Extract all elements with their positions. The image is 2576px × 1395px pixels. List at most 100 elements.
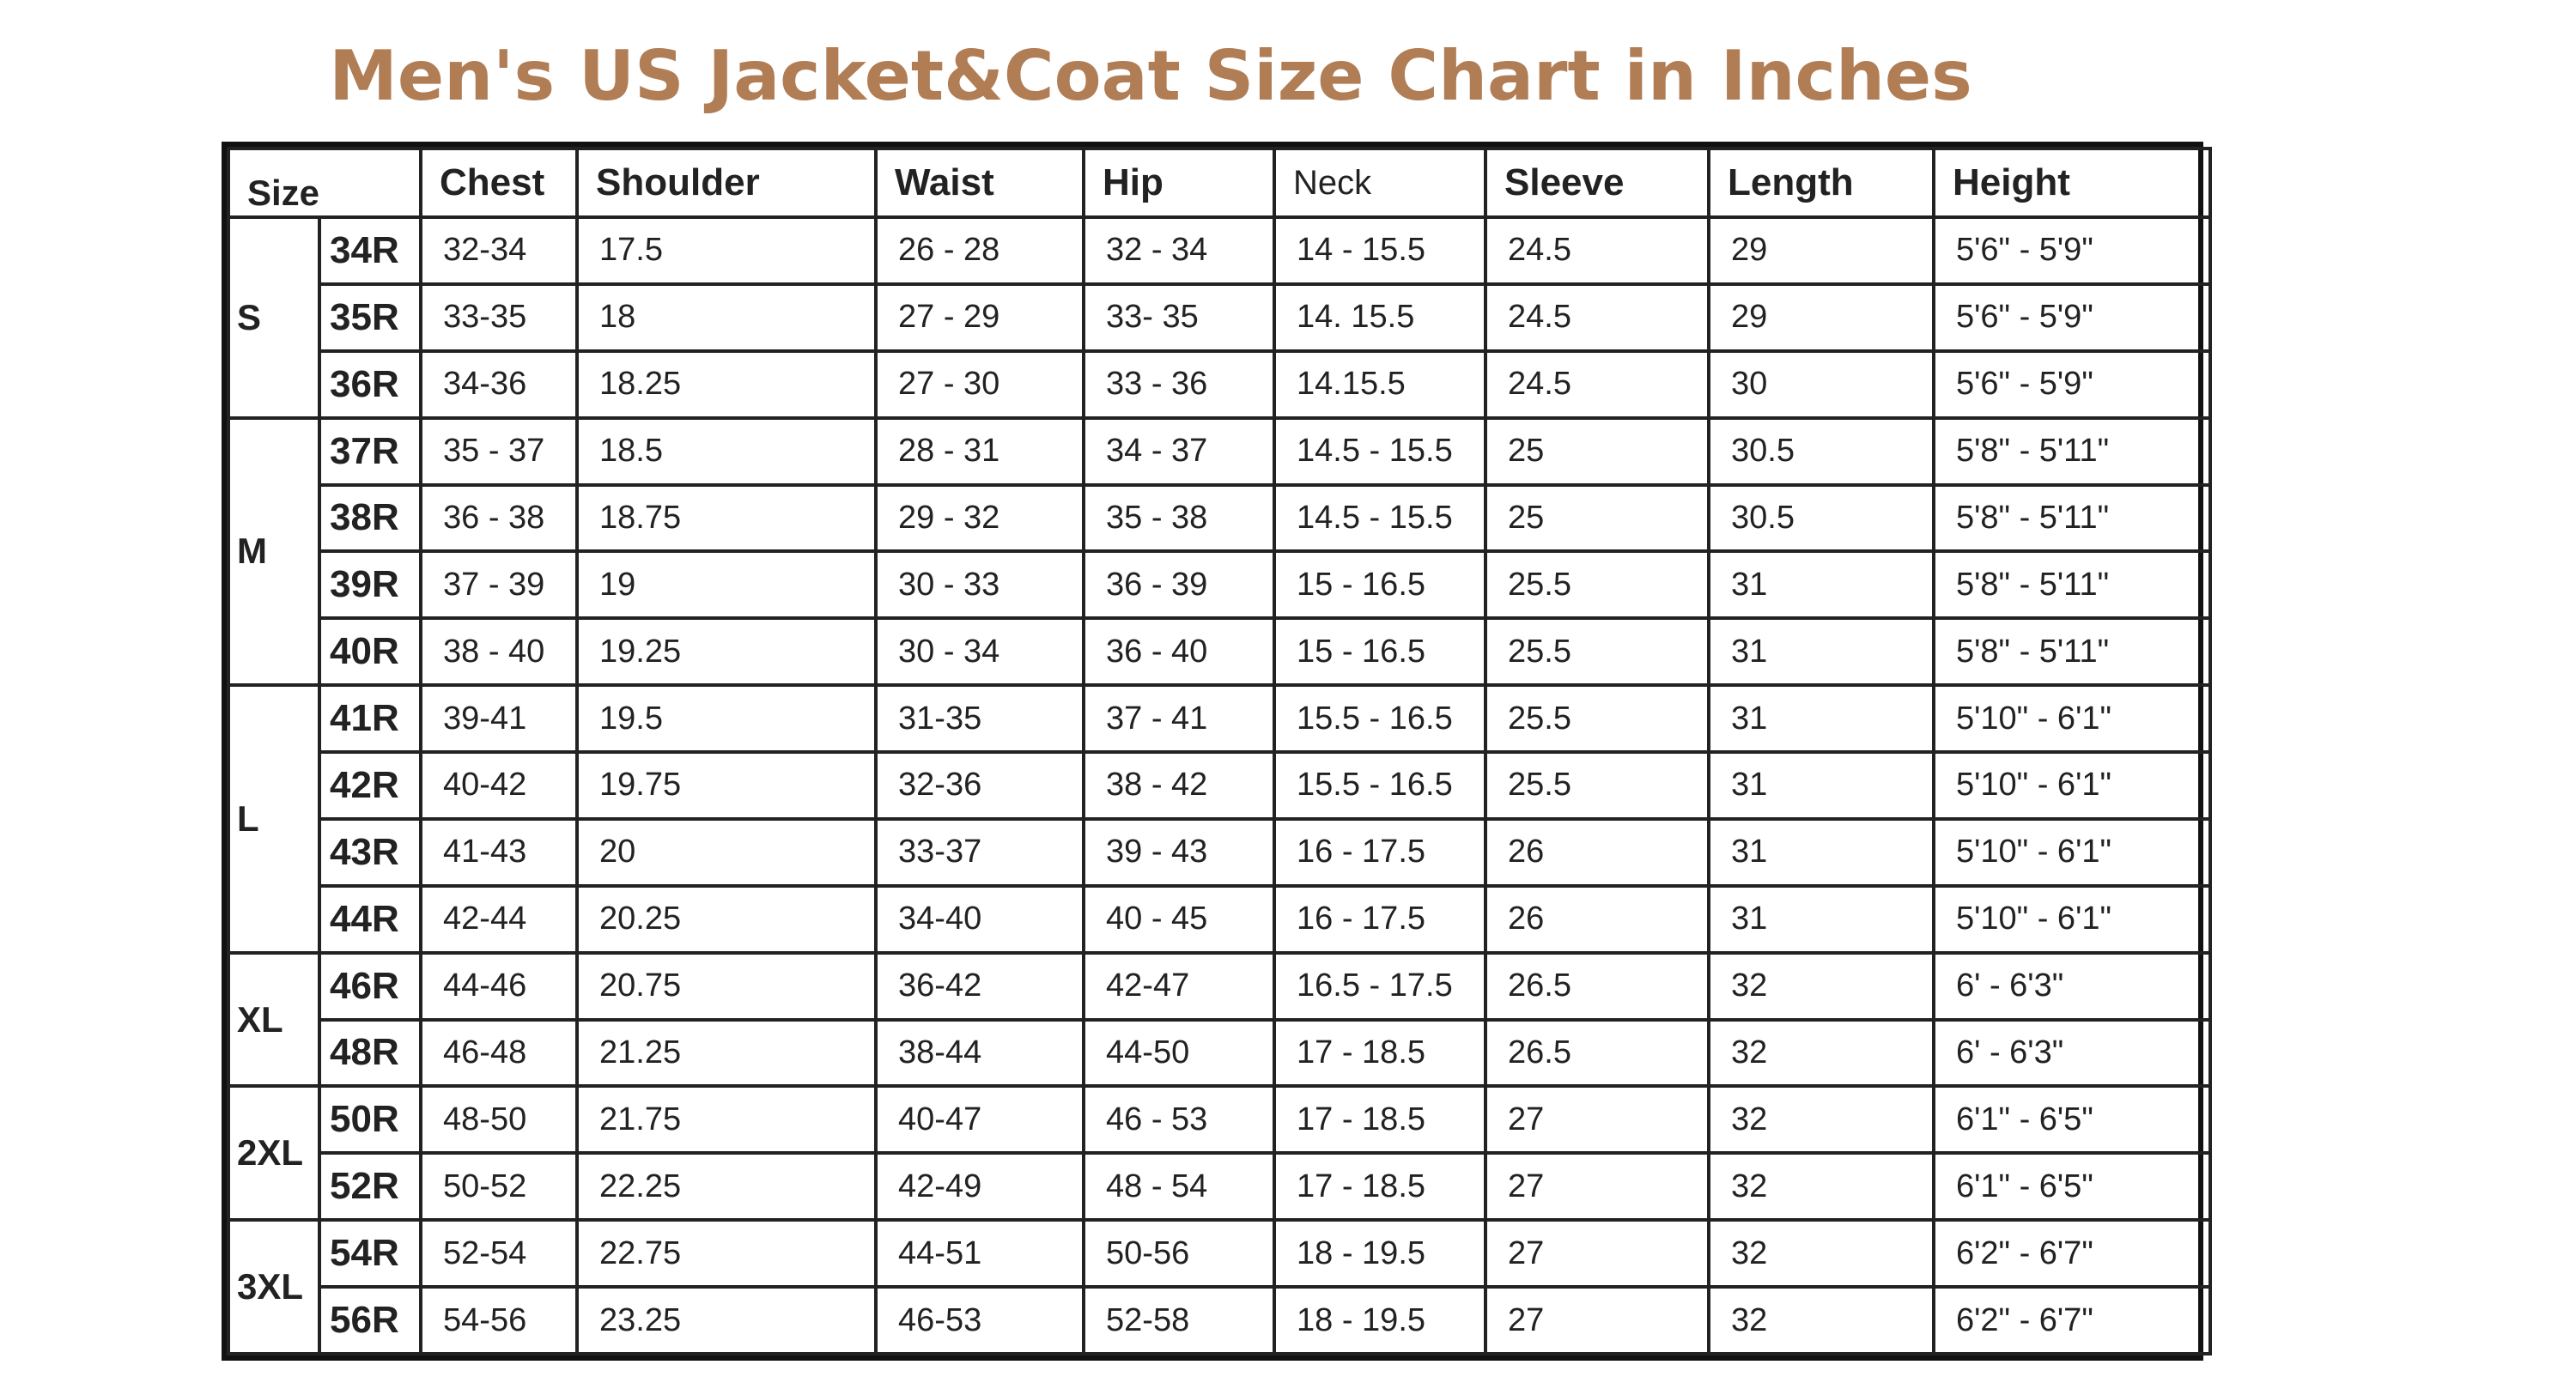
column-header-shoulder: Shoulder xyxy=(575,147,878,219)
sleeve-cell: 27 xyxy=(1484,1084,1711,1155)
table-row: 38R 36 - 38 18.75 29 - 32 35 - 38 14.5 - 15.5… xyxy=(228,482,2213,554)
table-row: 3XL 54R 52-54 22.75 44-51 50-56 18 - 19.5 27 32 6… xyxy=(227,1218,2213,1356)
size-code-cell: 34R xyxy=(317,215,423,286)
chest-cell: 46-48 xyxy=(419,1017,580,1089)
hip-cell: 52-58 xyxy=(1082,1285,1277,1356)
hip-cell: 39 - 43 xyxy=(1082,816,1277,888)
hip-cell: 36 - 39 xyxy=(1082,549,1277,621)
hip-cell: 38 - 42 xyxy=(1082,750,1277,821)
neck-cell: 14. 15.5 xyxy=(1273,282,1488,353)
size-code-cell: 56R xyxy=(317,1285,423,1356)
neck-cell: 17 - 18.5 xyxy=(1273,1017,1488,1089)
table-row: L 41R 39-41 19.5 31-35 37 - 41 15.5 - 16.5 25.5… xyxy=(227,683,2213,955)
sleeve-cell: 24.5 xyxy=(1484,282,1711,353)
hip-cell: 33 - 36 xyxy=(1082,349,1277,420)
waist-cell: 30 - 33 xyxy=(874,549,1086,621)
size-group-label: S xyxy=(227,215,321,420)
shoulder-cell: 20.75 xyxy=(575,950,878,1022)
waist-cell: 29 - 32 xyxy=(874,482,1086,554)
size-group-label: M xyxy=(227,415,321,688)
sleeve-cell: 24.5 xyxy=(1484,215,1711,286)
table-row: 2XL 50R 48-50 21.75 40-47 46 - 53 17 - 18.5 27 3… xyxy=(227,1084,2213,1222)
hip-cell: 42-47 xyxy=(1082,950,1277,1022)
chest-cell: 44-46 xyxy=(419,950,580,1022)
neck-cell: 17 - 18.5 xyxy=(1273,1151,1488,1222)
neck-cell: 16.5 - 17.5 xyxy=(1273,950,1488,1022)
table-row: 43R 41-43 20 33-37 39 - 43 16 - 17.5 26 31 5'10"… xyxy=(228,816,2213,888)
length-cell: 29 xyxy=(1707,215,1936,286)
shoulder-cell: 21.75 xyxy=(575,1084,878,1155)
height-cell: 5'10" - 6'1" xyxy=(1932,750,2213,821)
height-cell: 5'6" - 5'9" xyxy=(1932,215,2213,286)
neck-cell: 14.5 - 15.5 xyxy=(1273,415,1488,487)
chest-cell: 35 - 37 xyxy=(419,415,580,487)
shoulder-cell: 18.5 xyxy=(575,415,878,487)
shoulder-cell: 22.75 xyxy=(575,1218,878,1289)
height-cell: 6'1" - 6'5" xyxy=(1932,1151,2213,1222)
hip-cell: 46 - 53 xyxy=(1082,1084,1277,1155)
shoulder-cell: 17.5 xyxy=(575,215,878,286)
neck-cell: 17 - 18.5 xyxy=(1273,1084,1488,1155)
column-header-waist: Waist xyxy=(874,147,1086,219)
length-cell: 32 xyxy=(1707,1084,1936,1155)
length-cell: 29 xyxy=(1707,282,1936,353)
size-code-cell: 41R xyxy=(317,683,423,754)
waist-cell: 30 - 34 xyxy=(874,616,1086,688)
neck-cell: 14.5 - 15.5 xyxy=(1273,482,1488,554)
sleeve-cell: 26 xyxy=(1484,883,1711,955)
length-cell: 31 xyxy=(1707,683,1936,754)
waist-cell: 34-40 xyxy=(874,883,1086,955)
size-code-cell: 35R xyxy=(317,282,423,353)
size-group-label: XL xyxy=(227,950,321,1089)
hip-cell: 50-56 xyxy=(1082,1218,1277,1289)
waist-cell: 27 - 30 xyxy=(874,349,1086,420)
height-cell: 5'8" - 5'11" xyxy=(1932,482,2213,554)
waist-cell: 28 - 31 xyxy=(874,415,1086,487)
sleeve-cell: 27 xyxy=(1484,1218,1711,1289)
table-header-row: Size Chest Shoulder Waist Hip Neck Sleev… xyxy=(226,147,2213,219)
chest-cell: 38 - 40 xyxy=(419,616,580,688)
sleeve-cell: 25 xyxy=(1484,415,1711,487)
table-row: 35R 33-35 18 27 - 29 33- 35 14. 15.5 24.5 29 5'6… xyxy=(228,282,2213,353)
size-group-label: 3XL xyxy=(227,1218,321,1356)
waist-cell: 46-53 xyxy=(874,1285,1086,1356)
size-code-cell: 43R xyxy=(317,816,423,888)
height-cell: 6'2" - 6'7" xyxy=(1932,1285,2213,1356)
shoulder-cell: 20.25 xyxy=(575,883,878,955)
length-cell: 32 xyxy=(1707,1218,1936,1289)
table-row: 36R 34-36 18.25 27 - 30 33 - 36 14.15.5 24.5 30… xyxy=(228,349,2213,420)
sleeve-cell: 26.5 xyxy=(1484,1017,1711,1089)
shoulder-cell: 20 xyxy=(575,816,878,888)
shoulder-cell: 22.25 xyxy=(575,1151,878,1222)
waist-cell: 40-47 xyxy=(874,1084,1086,1155)
size-code-cell: 37R xyxy=(317,415,423,487)
sleeve-cell: 24.5 xyxy=(1484,349,1711,420)
hip-cell: 36 - 40 xyxy=(1082,616,1277,688)
shoulder-cell: 18.75 xyxy=(575,482,878,554)
height-cell: 6' - 6'3" xyxy=(1932,950,2213,1022)
chest-cell: 39-41 xyxy=(419,683,580,754)
length-cell: 31 xyxy=(1707,816,1936,888)
size-group-label: 2XL xyxy=(227,1084,321,1222)
sleeve-cell: 25.5 xyxy=(1484,683,1711,754)
shoulder-cell: 19 xyxy=(575,549,878,621)
size-group-label: L xyxy=(227,683,321,955)
chest-cell: 36 - 38 xyxy=(419,482,580,554)
table-row: 52R 50-52 22.25 42-49 48 - 54 17 - 18.5 27 32 6'… xyxy=(228,1151,2213,1222)
length-cell: 31 xyxy=(1707,549,1936,621)
sleeve-cell: 25.5 xyxy=(1484,616,1711,688)
height-cell: 5'10" - 6'1" xyxy=(1932,883,2213,955)
waist-cell: 26 - 28 xyxy=(874,215,1086,286)
neck-cell: 15 - 16.5 xyxy=(1273,549,1488,621)
chest-cell: 33-35 xyxy=(419,282,580,353)
waist-cell: 42-49 xyxy=(874,1151,1086,1222)
size-code-cell: 39R xyxy=(317,549,423,621)
column-header-size: Size xyxy=(226,147,423,219)
column-header-sleeve: Sleeve xyxy=(1484,147,1711,219)
height-cell: 5'8" - 5'11" xyxy=(1932,549,2213,621)
sleeve-cell: 25.5 xyxy=(1484,549,1711,621)
table-row: S 34R 32-34 17.5 26 - 28 32 - 34 14 - 15.5 24.5… xyxy=(227,215,2213,420)
waist-cell: 31-35 xyxy=(874,683,1086,754)
neck-cell: 15.5 - 16.5 xyxy=(1273,683,1488,754)
waist-cell: 27 - 29 xyxy=(874,282,1086,353)
